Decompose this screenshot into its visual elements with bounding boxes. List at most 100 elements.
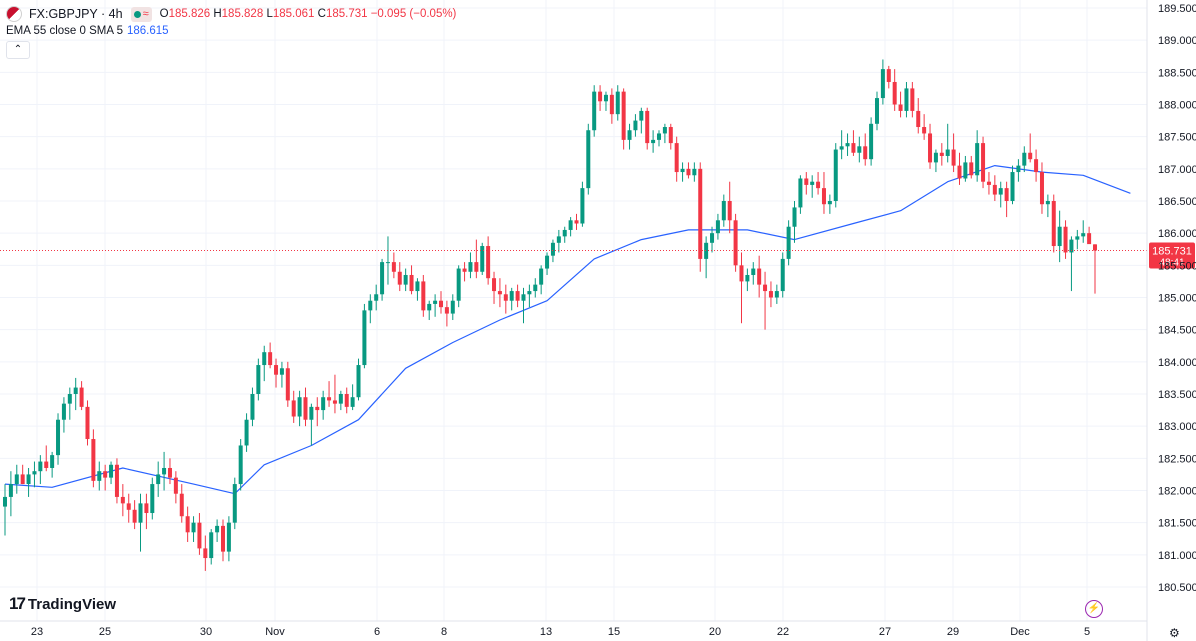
candle-body <box>56 419 61 456</box>
candle <box>462 262 467 282</box>
candle <box>315 397 320 427</box>
time-tick-label: 22 <box>777 626 789 638</box>
lightning-icon[interactable]: ⚡ <box>1085 600 1103 618</box>
candle-body <box>2 496 8 507</box>
candle-body <box>845 143 850 147</box>
candle <box>79 381 84 411</box>
candle <box>916 98 921 134</box>
candle <box>468 252 473 279</box>
candle-body <box>156 474 161 485</box>
candle <box>986 172 991 195</box>
collapse-legend-button[interactable]: ⌃ <box>6 41 30 59</box>
time-tick-label: 5 <box>1084 626 1090 638</box>
candle <box>763 271 768 330</box>
candle-body <box>268 352 273 366</box>
candle <box>904 81 909 118</box>
candle <box>91 429 96 488</box>
candle <box>162 451 167 491</box>
candle-body <box>963 162 968 179</box>
candle-body <box>462 268 467 272</box>
candle <box>963 155 968 182</box>
candle <box>515 284 520 308</box>
candle-body <box>67 394 72 404</box>
candle-body <box>32 471 37 475</box>
indicator-legend[interactable]: EMA 55 close 0 SMA 5 186.615 <box>6 25 169 37</box>
candle-body <box>150 484 155 514</box>
candle-body <box>173 477 178 494</box>
candle <box>998 181 1003 208</box>
candle-body <box>586 130 591 189</box>
price-tick-label: 187.000 <box>1158 164 1196 176</box>
price-axis[interactable]: 189.500 189.000 188.500 188.000 187.500 187.0… <box>1146 0 1196 641</box>
candle-body <box>768 291 773 298</box>
candle-body <box>898 104 903 111</box>
candle <box>981 136 986 189</box>
candle-body <box>633 120 638 131</box>
candle <box>715 213 720 240</box>
candle <box>321 390 326 420</box>
candle-body <box>1022 152 1027 166</box>
candle-body <box>1051 201 1056 247</box>
candle-body <box>397 271 402 285</box>
candle-body <box>20 474 25 485</box>
price-tick-label: 186.000 <box>1158 228 1196 240</box>
candle <box>545 252 550 275</box>
candle-body <box>562 229 567 237</box>
candle <box>969 155 974 179</box>
candle-body <box>374 294 379 301</box>
symbol-label[interactable]: FX:GBPJPY · 4h <box>29 7 123 21</box>
price-tick-label: 186.500 <box>1158 196 1196 208</box>
candle <box>686 162 691 179</box>
candle <box>73 377 78 411</box>
tradingview-logo[interactable]: 17 TradingView <box>9 594 116 614</box>
candle <box>662 123 667 144</box>
candle <box>674 136 679 182</box>
candle <box>580 181 585 227</box>
candle-body <box>215 525 220 533</box>
time-tick-label: 29 <box>947 626 959 638</box>
candle <box>67 387 72 420</box>
candle <box>733 213 738 272</box>
candle-body <box>380 262 385 295</box>
candle-body <box>751 268 756 275</box>
candle-body <box>409 274 414 292</box>
candle <box>492 271 497 304</box>
candle <box>821 172 826 214</box>
candle <box>138 493 143 552</box>
candle <box>503 284 508 314</box>
candle <box>633 114 638 137</box>
candle <box>356 358 361 401</box>
candle <box>603 91 608 111</box>
candle <box>992 175 997 201</box>
candle-body <box>916 110 921 128</box>
candle <box>792 201 797 243</box>
market-status-badge[interactable]: ≈ <box>130 6 152 22</box>
candle-body <box>338 394 343 404</box>
change-value: −0.095 (−0.05%) <box>370 8 457 20</box>
candle-body <box>592 91 597 131</box>
candle <box>262 345 267 382</box>
candle-body <box>456 268 461 301</box>
candle-body <box>1016 165 1021 173</box>
candle-body <box>556 236 561 243</box>
candle <box>933 149 938 173</box>
candle <box>839 130 844 160</box>
candle-body <box>745 274 750 282</box>
time-tick-label: 20 <box>709 626 721 638</box>
candle-body <box>427 303 432 311</box>
candle <box>374 284 379 311</box>
grid <box>0 0 1147 621</box>
candle <box>1069 236 1074 292</box>
candle <box>209 529 214 565</box>
candle-body <box>568 220 573 230</box>
candle-body <box>185 516 190 533</box>
candle-body <box>774 291 779 298</box>
candle <box>327 381 332 407</box>
price-tick-label: 184.500 <box>1158 325 1196 337</box>
gear-icon[interactable]: ⚙ <box>1169 626 1180 640</box>
candle <box>592 85 597 137</box>
time-axis[interactable]: 23 25 30 Nov 6 8 13 15 20 22 27 29 Dec 5 <box>0 620 1147 638</box>
candle <box>409 265 414 295</box>
